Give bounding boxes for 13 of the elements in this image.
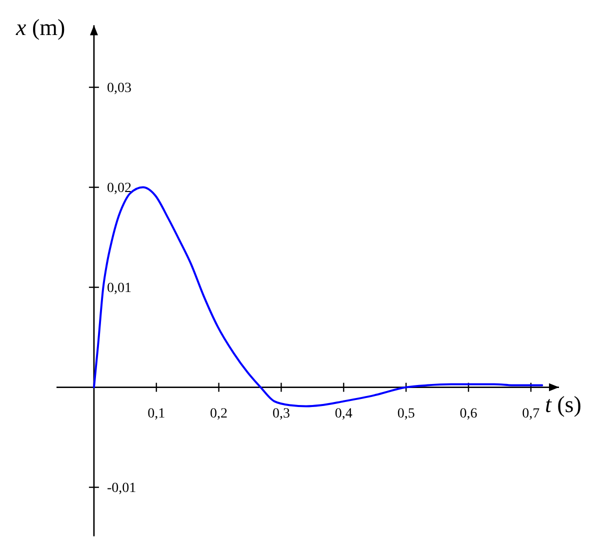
x-tick-label: 0,1: [148, 406, 166, 422]
x-tick-label: 0,5: [397, 406, 415, 422]
x-tick-label: 0,4: [334, 406, 352, 422]
x-tick-label: 0,6: [460, 406, 478, 422]
x-tick-label: 0,3: [272, 406, 290, 422]
y-tick-label: 0,01: [106, 280, 132, 296]
x-tick-label: 0,2: [210, 406, 228, 422]
y-tick-label: 0,03: [106, 80, 132, 96]
x-axis-title: t (s): [545, 392, 582, 417]
y-axis-title: x (m): [15, 15, 66, 40]
x-tick-label: 0,7: [522, 406, 540, 422]
y-tick-label: -0,01: [106, 480, 136, 496]
y-tick-label: 0,02: [106, 180, 132, 196]
